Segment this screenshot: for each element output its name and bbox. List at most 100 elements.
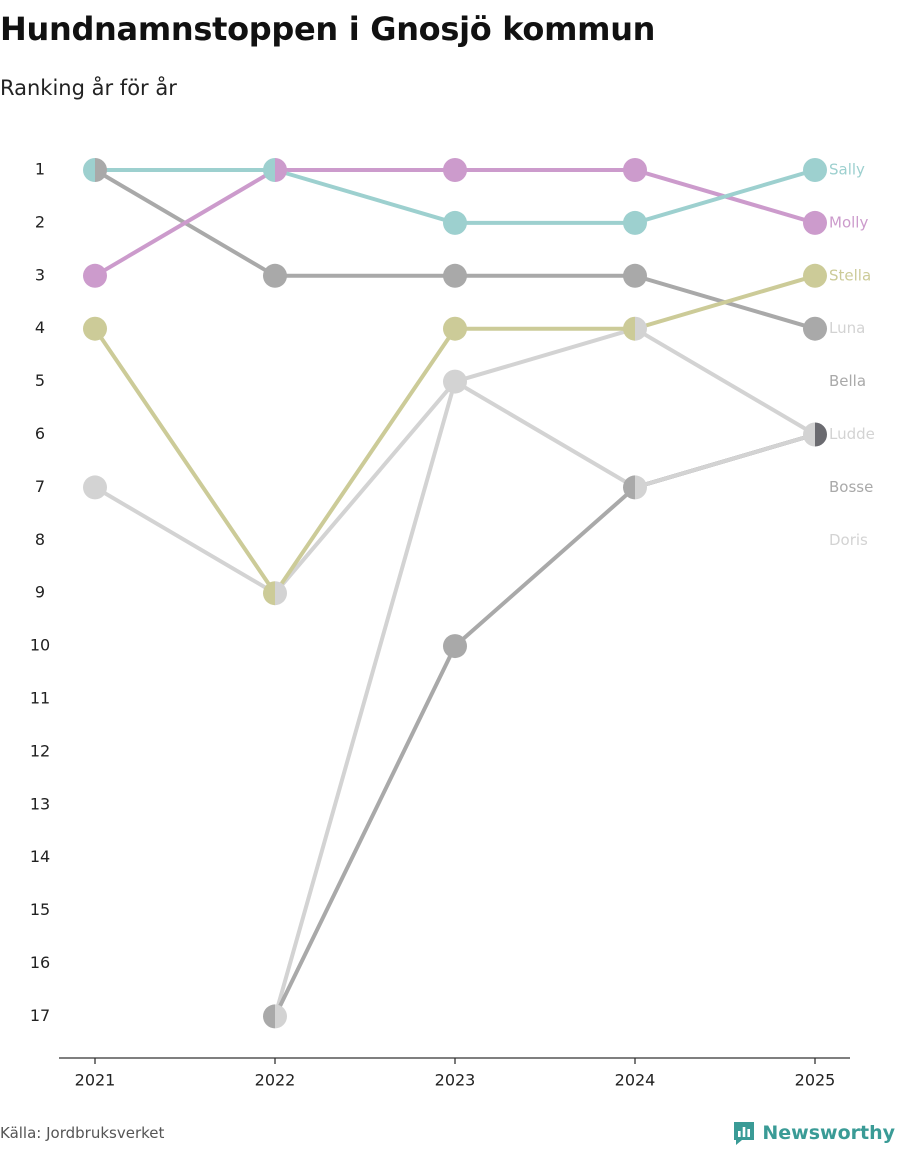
y-tick-label: 1 [35,160,45,179]
data-point-sally [443,210,467,235]
data-point-group [83,475,107,500]
end-label-ludde: Ludde [829,425,875,443]
series-end-labels: Sally Molly Stella Luna Bella Ludde Bosse Doris [829,161,875,549]
data-point-group [443,210,467,235]
end-label-bella: Bella [829,372,866,390]
data-point-stella [83,316,107,341]
data-point-group [443,316,467,341]
y-tick-label: 17 [30,1006,50,1025]
y-tick-label: 12 [30,741,50,760]
data-point-doris [635,316,647,341]
y-tick-label: 5 [35,371,45,390]
data-point-group [83,158,107,182]
series-lines [93,168,817,1019]
series-line-luna [93,168,817,331]
y-tick-label: 13 [30,794,50,813]
y-tick-label: 14 [30,847,50,866]
chart-title: Hundnamnstoppen i Gnosjö kommun [0,10,656,48]
y-tick-label: 7 [35,477,45,496]
end-label-doris: Doris [829,531,868,549]
data-point-bella [263,1004,275,1029]
data-point-doris [455,369,467,394]
data-point-group [443,369,467,394]
brand-name: Newsworthy [762,1122,895,1144]
data-point-group [263,1004,287,1029]
x-tick-label: 2025 [795,1071,836,1090]
data-point-sally [83,158,95,182]
data-point-molly [623,158,647,182]
data-point-stella [623,316,635,341]
y-tick-label: 15 [30,900,50,919]
newsworthy-logo-icon [734,1122,755,1145]
y-tick-label: 4 [35,318,45,337]
data-point-luna [623,263,647,288]
y-tick-label: 16 [30,953,50,972]
end-label-stella: Stella [829,266,871,284]
data-point-sally [803,158,827,182]
data-point-sally [623,210,647,235]
chart-subtitle: Ranking år för år [0,76,177,100]
data-point-group [83,316,107,341]
data-point-stella [803,263,827,288]
data-point-stella [263,581,275,606]
data-point-luna [263,263,287,288]
data-point-group [263,263,287,288]
data-point-bella [443,634,467,659]
data-point-group [623,158,647,182]
data-point-group [263,158,287,182]
data-point-doris [275,1004,287,1029]
y-tick-label: 6 [35,424,45,443]
data-point-group [803,210,827,235]
y-tick-label: 2 [35,212,45,231]
series-points [83,158,827,1029]
data-point-molly [443,158,467,182]
y-tick-label: 3 [35,265,45,284]
x-tick-label: 2021 [75,1071,116,1090]
end-label-luna: Luna [829,319,865,337]
x-tick-label: 2023 [435,1071,476,1090]
data-point-ludde [803,422,815,447]
data-point-group [623,210,647,235]
data-point-group [623,316,647,341]
x-tick-label: 2022 [255,1071,296,1090]
data-point-ludde [83,475,107,500]
data-point-sally [263,158,275,182]
data-point-bosse [815,422,827,447]
data-point-ludde [635,475,647,500]
data-point-molly [803,210,827,235]
data-point-ludde [275,581,287,606]
data-point-molly [83,263,107,288]
data-point-luna [803,316,827,341]
series-line-doris [273,326,817,1019]
series-line-bella [273,485,637,1019]
data-point-group [803,158,827,182]
y-tick-label: 8 [35,530,45,549]
x-axis: 2021 2022 2023 2024 2025 [59,1057,850,1090]
y-tick-label: 9 [35,583,45,602]
end-label-molly: Molly [829,213,868,231]
data-point-group [803,263,827,288]
data-point-luna [443,263,467,288]
data-point-group [623,263,647,288]
data-point-group [803,422,827,447]
end-label-sally: Sally [829,161,865,179]
data-point-molly [275,158,287,182]
x-tick-label: 2024 [615,1071,656,1090]
data-point-group [803,316,827,341]
data-point-group [83,263,107,288]
data-point-group [263,581,287,606]
data-point-group [443,263,467,288]
y-tick-label: 10 [30,636,50,655]
data-point-group [443,158,467,182]
data-point-ludde [443,369,455,394]
source-note: Källa: Jordbruksverket [0,1124,165,1142]
data-point-luna [95,158,107,182]
data-point-group [443,634,467,659]
end-label-bosse: Bosse [829,478,873,496]
data-point-group [623,475,647,500]
data-point-bella [623,475,635,500]
y-tick-label: 11 [30,689,50,708]
brand-logo[interactable]: Newsworthy [732,1120,895,1146]
